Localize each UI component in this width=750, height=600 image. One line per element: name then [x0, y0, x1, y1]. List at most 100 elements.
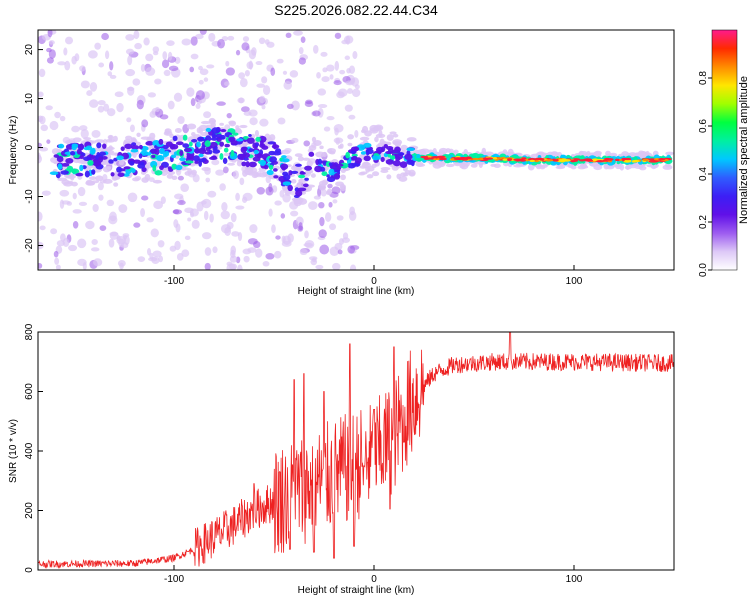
spectrogram-ridge-blob	[70, 151, 76, 156]
spectrogram-ridge-blob	[182, 143, 190, 148]
spectrogram-ridge-blob	[399, 161, 408, 169]
spectrogram-noise-blob	[243, 255, 250, 263]
spectrogram-ridge-blob	[411, 161, 415, 167]
spectrogram-ridge-blob	[290, 170, 299, 174]
spectrogram-noise-blob	[202, 232, 212, 240]
spectrogram-noise-blob	[38, 262, 43, 269]
spectrogram-ridge-blob	[87, 160, 94, 166]
spectrogram-halo-blob	[281, 184, 288, 192]
spectrogram-halo-blob	[389, 131, 397, 135]
spectrogram-ridge-blob	[164, 150, 170, 157]
spectrogram-noise-blob	[167, 100, 175, 110]
spectrogram-ridge-blob	[205, 127, 212, 132]
spectrogram-noise-blob	[45, 105, 53, 111]
spectrogram-noise-blob	[224, 226, 232, 236]
snr-ytick-label: 200	[24, 502, 35, 519]
spectrogram-halo-blob	[141, 177, 149, 183]
spectrogram-ridge-blob	[281, 155, 287, 159]
spectrogram-halo-blob	[359, 165, 367, 169]
spectrogram-noise-blob	[177, 175, 184, 181]
spectrogram-noise-blob	[91, 238, 98, 246]
spectrogram-noise-blob	[192, 174, 200, 183]
spectrogram-halo-blob	[125, 135, 133, 141]
spectrogram-halo-blob	[493, 163, 501, 168]
spectrogram-noise-blob	[79, 125, 88, 131]
spectrogram-noise-blob	[177, 116, 185, 125]
spectrogram-ridge-blob	[191, 138, 198, 143]
spectrogram-noise-blob	[59, 115, 66, 122]
spectrogram-ridge-blob	[198, 147, 207, 155]
spectrogram-halo-blob	[459, 163, 466, 169]
spectrogram-noise-blob	[311, 257, 317, 263]
spectrogram-noise-blob	[103, 103, 110, 112]
spectrogram-ridge-blob	[219, 141, 225, 147]
spectrogram-ridge-blob	[179, 150, 184, 157]
spectrogram-ridge-blob	[211, 127, 220, 134]
spectrogram-halo-blob	[102, 166, 111, 173]
spectrogram-peak-blob	[507, 158, 513, 161]
spectrogram-halo-blob	[315, 151, 325, 158]
spectrogram-ridge-blob	[273, 150, 282, 156]
spectrogram-noise-blob	[46, 57, 54, 64]
spectrogram-noise-blob	[57, 61, 66, 66]
spectrogram-noise-blob	[152, 250, 162, 258]
spectrogram-ridge-blob	[350, 146, 360, 152]
spectrogram-halo-blob	[105, 138, 115, 143]
spectrogram-noise-blob	[328, 201, 333, 208]
spectrogram-noise-blob	[348, 114, 356, 120]
spectrogram-noise-blob	[109, 231, 119, 240]
spectrogram-noise-blob	[127, 192, 138, 203]
spectrogram-ridge-blob	[253, 149, 259, 155]
spectrogram-halo-blob	[293, 197, 301, 205]
spectrogram-ridge-blob	[149, 148, 158, 154]
spectrogram-noise-blob	[334, 127, 339, 136]
spectrogram-noise-blob	[275, 235, 281, 240]
spectrogram-noise-blob	[318, 229, 327, 238]
snr-xtick-label: 100	[566, 574, 583, 585]
spectrogram-halo-blob	[95, 175, 104, 182]
colorbar-tick-label: 0.0	[698, 263, 709, 277]
spectrogram-halo-blob	[228, 120, 236, 125]
spectrogram-noise-blob	[211, 159, 220, 166]
spectrogram-halo-blob	[239, 124, 248, 129]
spectrogram-noise-blob	[163, 69, 171, 77]
spectrogram-ridge-blob	[89, 148, 96, 155]
spectrogram-noise-blob	[326, 115, 335, 121]
spectrogram-noise-blob	[141, 195, 149, 201]
spectrogram-noise-blob	[229, 255, 238, 263]
spectrogram-halo-blob	[302, 157, 311, 161]
spectrogram-ridge-blob	[416, 157, 422, 162]
spectrogram-halo-blob	[125, 141, 132, 145]
spectrogram-noise-blob	[40, 124, 49, 132]
spectrogram-noise-blob	[253, 240, 261, 249]
spectrogram-ridge-blob	[295, 163, 302, 167]
snr-axes: -100 0 100 0 200 400 600 800	[24, 323, 583, 585]
spectrogram-halo-blob	[409, 172, 416, 176]
spectrogram-noise-blob	[344, 104, 353, 112]
colorbar-tick-label: 0.4	[698, 167, 709, 181]
spectrogram-ridge-blob	[57, 163, 63, 170]
spectrogram-noise-blob	[259, 118, 269, 127]
spectrogram-noise-blob	[199, 68, 209, 76]
spectrogram-peak-blob	[539, 158, 545, 161]
spectrogram-noise-blob	[347, 245, 356, 254]
spectrogram-noise-blob	[117, 260, 126, 267]
spectrogram-ridge-blob	[383, 143, 389, 149]
spectrogram-halo-blob	[380, 169, 389, 174]
spectrogram-noise-blob	[280, 213, 286, 219]
spectrogram-noise-blob	[259, 95, 266, 104]
spectrogram-ridge-blob	[194, 160, 199, 164]
spectrogram-ridge-blob	[123, 166, 131, 170]
spectrogram-ridge-blob	[158, 138, 164, 145]
spectrogram-noise-blob	[319, 244, 330, 255]
spectrogram-halo-blob	[371, 163, 377, 168]
spectrogram-ridge-blob	[222, 157, 228, 164]
spectrogram-ridge-blob	[261, 145, 269, 150]
spectrogram-halo-blob	[619, 164, 625, 171]
spectrogram-noise-blob	[227, 35, 235, 41]
spectrogram-noise-blob	[336, 215, 344, 221]
spectrogram-ridge-blob	[79, 143, 84, 150]
spectrogram-ridge-blob	[314, 165, 323, 173]
spectrogram-ridge-blob	[232, 132, 239, 136]
snr-xlabel: Height of straight line (km)	[298, 585, 415, 596]
